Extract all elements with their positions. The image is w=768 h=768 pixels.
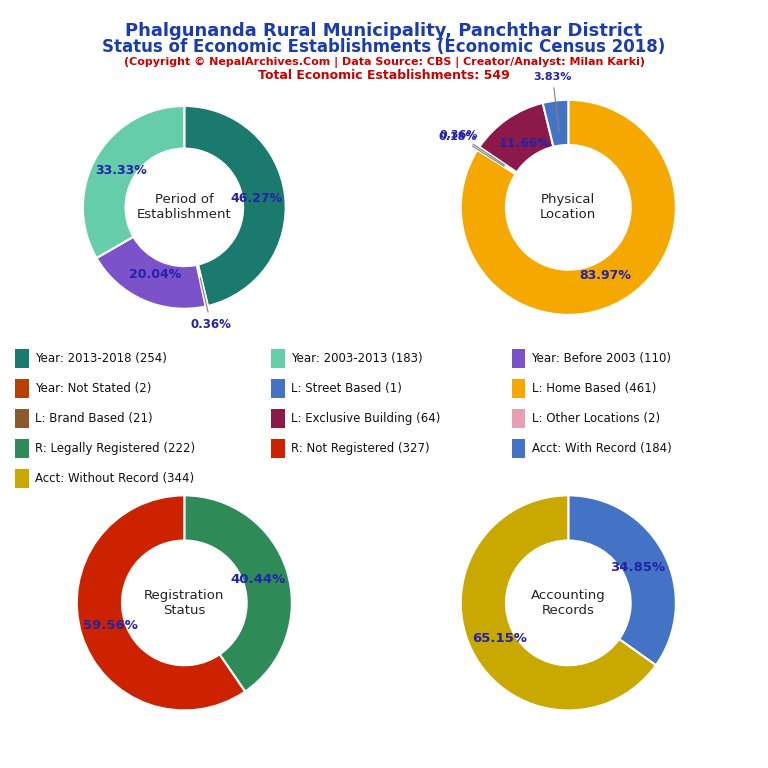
Wedge shape	[478, 147, 517, 174]
Text: (Copyright © NepalArchives.Com | Data Source: CBS | Creator/Analyst: Milan Karki: (Copyright © NepalArchives.Com | Data So…	[124, 57, 644, 68]
FancyBboxPatch shape	[271, 409, 285, 428]
FancyBboxPatch shape	[15, 379, 28, 398]
Text: 65.15%: 65.15%	[472, 632, 527, 645]
Text: Year: Not Stated (2): Year: Not Stated (2)	[35, 382, 151, 395]
Wedge shape	[461, 100, 676, 315]
FancyBboxPatch shape	[271, 349, 285, 368]
Wedge shape	[478, 149, 516, 174]
Wedge shape	[543, 100, 568, 147]
Text: Status of Economic Establishments (Economic Census 2018): Status of Economic Establishments (Econo…	[102, 38, 666, 56]
Text: Accounting
Records: Accounting Records	[531, 589, 606, 617]
Text: Year: 2003-2013 (183): Year: 2003-2013 (183)	[290, 352, 422, 365]
FancyBboxPatch shape	[15, 439, 28, 458]
Text: L: Other Locations (2): L: Other Locations (2)	[531, 412, 660, 425]
Text: 0.36%: 0.36%	[440, 130, 505, 165]
Text: Physical
Location: Physical Location	[540, 194, 597, 221]
Text: Acct: Without Record (344): Acct: Without Record (344)	[35, 472, 194, 485]
Text: Acct: With Record (184): Acct: With Record (184)	[531, 442, 671, 455]
Wedge shape	[97, 237, 206, 309]
Text: 34.85%: 34.85%	[610, 561, 664, 574]
Text: 40.44%: 40.44%	[230, 574, 286, 587]
FancyBboxPatch shape	[15, 468, 28, 488]
Text: 11.66%: 11.66%	[498, 137, 550, 151]
Text: 33.33%: 33.33%	[95, 164, 147, 177]
Text: 59.56%: 59.56%	[83, 619, 137, 632]
FancyBboxPatch shape	[271, 439, 285, 458]
Text: R: Not Registered (327): R: Not Registered (327)	[290, 442, 429, 455]
Text: Year: Before 2003 (110): Year: Before 2003 (110)	[531, 352, 671, 365]
Text: L: Street Based (1): L: Street Based (1)	[290, 382, 402, 395]
Text: Period of
Establishment: Period of Establishment	[137, 194, 232, 221]
Wedge shape	[83, 106, 184, 258]
Wedge shape	[568, 495, 676, 665]
FancyBboxPatch shape	[512, 379, 525, 398]
Wedge shape	[479, 103, 554, 172]
Wedge shape	[461, 495, 656, 710]
Text: L: Home Based (461): L: Home Based (461)	[531, 382, 656, 395]
Wedge shape	[184, 106, 286, 306]
Text: Phalgunanda Rural Municipality, Panchthar District: Phalgunanda Rural Municipality, Panchtha…	[125, 22, 643, 39]
Text: R: Legally Registered (222): R: Legally Registered (222)	[35, 442, 195, 455]
Text: L: Brand Based (21): L: Brand Based (21)	[35, 412, 152, 425]
FancyBboxPatch shape	[15, 349, 28, 368]
Wedge shape	[77, 495, 245, 710]
Text: Year: 2013-2018 (254): Year: 2013-2018 (254)	[35, 352, 167, 365]
Text: 0.36%: 0.36%	[190, 278, 231, 330]
FancyBboxPatch shape	[271, 379, 285, 398]
Text: Registration
Status: Registration Status	[144, 589, 224, 617]
Wedge shape	[197, 264, 208, 306]
Text: Total Economic Establishments: 549: Total Economic Establishments: 549	[258, 69, 510, 82]
Text: 46.27%: 46.27%	[230, 192, 283, 205]
Wedge shape	[184, 495, 292, 691]
Text: 20.04%: 20.04%	[128, 267, 180, 280]
FancyBboxPatch shape	[512, 409, 525, 428]
FancyBboxPatch shape	[512, 349, 525, 368]
Text: 83.97%: 83.97%	[580, 269, 631, 282]
Text: 3.83%: 3.83%	[534, 72, 571, 131]
FancyBboxPatch shape	[15, 409, 28, 428]
FancyBboxPatch shape	[512, 439, 525, 458]
Text: L: Exclusive Building (64): L: Exclusive Building (64)	[290, 412, 440, 425]
Text: 0.18%: 0.18%	[439, 131, 504, 166]
